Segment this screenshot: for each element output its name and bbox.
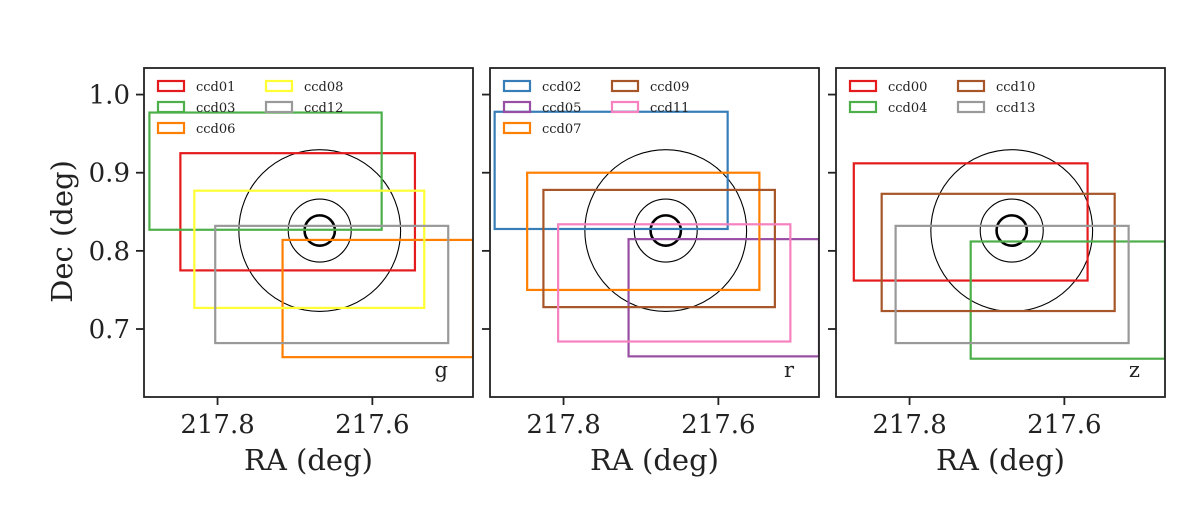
y-tick-label: 0.7 <box>89 315 130 345</box>
legend-item-ccd09: ccd09 <box>610 79 689 95</box>
ccd-footprint-ccd11 <box>557 223 792 343</box>
x-axis-title: RA (deg) <box>590 443 719 477</box>
axes-frame <box>143 67 474 398</box>
legend-item-ccd08: ccd08 <box>264 79 343 95</box>
inner-circle-bold <box>995 214 1029 248</box>
axes-frame <box>489 67 820 398</box>
y-tick-label: 0.8 <box>89 237 130 267</box>
band-label: r <box>784 358 795 382</box>
legend-swatch <box>156 79 186 93</box>
legend-item-ccd00: ccd00 <box>848 79 927 95</box>
legend-swatch <box>502 100 532 114</box>
x-tick-label: 217.6 <box>1027 410 1101 440</box>
legend-item-ccd05: ccd05 <box>502 100 581 116</box>
legend-label: ccd00 <box>888 80 927 95</box>
legend-item-ccd10: ccd10 <box>956 79 1035 95</box>
legend-swatch <box>502 121 532 135</box>
y-axis-title: Dec (deg) <box>45 160 79 303</box>
legend: ccd00 ccd04 ccd10 ccd13 <box>848 79 1035 116</box>
ccd-footprint-ccd08 <box>193 189 426 310</box>
legend-swatch <box>956 100 986 114</box>
plot-area <box>148 111 473 359</box>
legend-swatch <box>156 121 186 135</box>
legend-swatch <box>848 79 878 93</box>
x-axis-title: RA (deg) <box>244 443 373 477</box>
legend-swatch <box>610 100 640 114</box>
legend-item-ccd12: ccd12 <box>264 100 343 116</box>
legend-label: ccd01 <box>196 80 235 95</box>
ccd-footprint-ccd04 <box>969 240 1165 360</box>
legend-label: ccd02 <box>542 80 581 95</box>
y-tick-label: 1.0 <box>89 81 130 111</box>
legend-item-ccd02: ccd02 <box>502 79 581 95</box>
legend-swatch <box>848 100 878 114</box>
legend-item-ccd04: ccd04 <box>848 100 927 116</box>
legend-label: ccd12 <box>304 101 343 116</box>
ccd-footprint-ccd06 <box>281 238 473 359</box>
legend-label: ccd06 <box>196 122 235 137</box>
ccd-footprint-ccd07 <box>526 171 761 292</box>
axes-frame <box>835 67 1166 398</box>
legend-swatch <box>502 79 532 93</box>
x-tick-label: 217.8 <box>526 410 600 440</box>
legend-label: ccd09 <box>650 80 689 95</box>
reference-circle <box>584 149 748 312</box>
x-tick-label: 217.8 <box>180 410 254 440</box>
legend-label: ccd04 <box>888 101 927 116</box>
legend-swatch <box>264 100 294 114</box>
legend-label: ccd13 <box>996 101 1035 116</box>
legend-item-ccd11: ccd11 <box>610 100 689 116</box>
legend-swatch <box>264 79 294 93</box>
panel-z: 217.8 217.6RA (deg) z ccd00 ccd04 ccd10 ccd13 <box>828 67 1166 477</box>
legend-swatch <box>956 79 986 93</box>
ccd-footprint-ccd09 <box>542 188 776 309</box>
reference-circle <box>633 198 698 263</box>
plot-area <box>493 110 819 358</box>
x-tick-label: 217.8 <box>872 410 946 440</box>
inner-circle-bold <box>649 214 683 248</box>
legend-item-ccd13: ccd13 <box>956 100 1035 116</box>
band-label: g <box>435 358 448 382</box>
ccd-footprint-ccd05 <box>627 238 819 358</box>
band-label: z <box>1129 358 1140 382</box>
legend: ccd02 ccd05 ccd07 ccd09 ccd11 <box>502 79 689 137</box>
panel-g: 217.8 217.6 1.0 0.9 0.8 0.7 RA (deg) Dec (deg) g… <box>45 67 474 477</box>
legend-label: ccd08 <box>304 80 343 95</box>
legend-item-ccd07: ccd07 <box>502 121 581 137</box>
legend-item-ccd06: ccd06 <box>156 121 235 137</box>
legend-label: ccd07 <box>542 122 581 137</box>
legend-label: ccd11 <box>650 101 689 116</box>
panel-r: 217.8 217.6RA (deg)rccd02ccd05ccd07ccd09c… <box>482 67 820 477</box>
ccd-footprint-ccd01 <box>179 152 417 272</box>
ccd-footprint-ccd13 <box>894 224 1130 345</box>
x-tick-label: 217.6 <box>335 410 409 440</box>
reference-circle <box>979 198 1044 263</box>
reference-circle <box>930 149 1094 312</box>
legend-item-ccd03: ccd03 <box>156 100 235 116</box>
ccd-footprint-ccd12 <box>214 224 450 345</box>
x-axis-title: RA (deg) <box>936 443 1065 477</box>
legend-label: ccd10 <box>996 80 1035 95</box>
legend-swatch <box>156 100 186 114</box>
y-tick-label: 0.9 <box>89 159 130 189</box>
legend: ccd01 ccd03 ccd06 ccd08 ccd12 <box>156 79 343 137</box>
legend-label: ccd03 <box>196 101 235 116</box>
ccd-footprint-ccd10 <box>880 192 1116 313</box>
plot-area <box>852 149 1165 360</box>
legend-label: ccd05 <box>542 101 581 116</box>
legend-item-ccd01: ccd01 <box>156 79 235 95</box>
legend-swatch <box>610 79 640 93</box>
x-tick-label: 217.6 <box>681 410 755 440</box>
